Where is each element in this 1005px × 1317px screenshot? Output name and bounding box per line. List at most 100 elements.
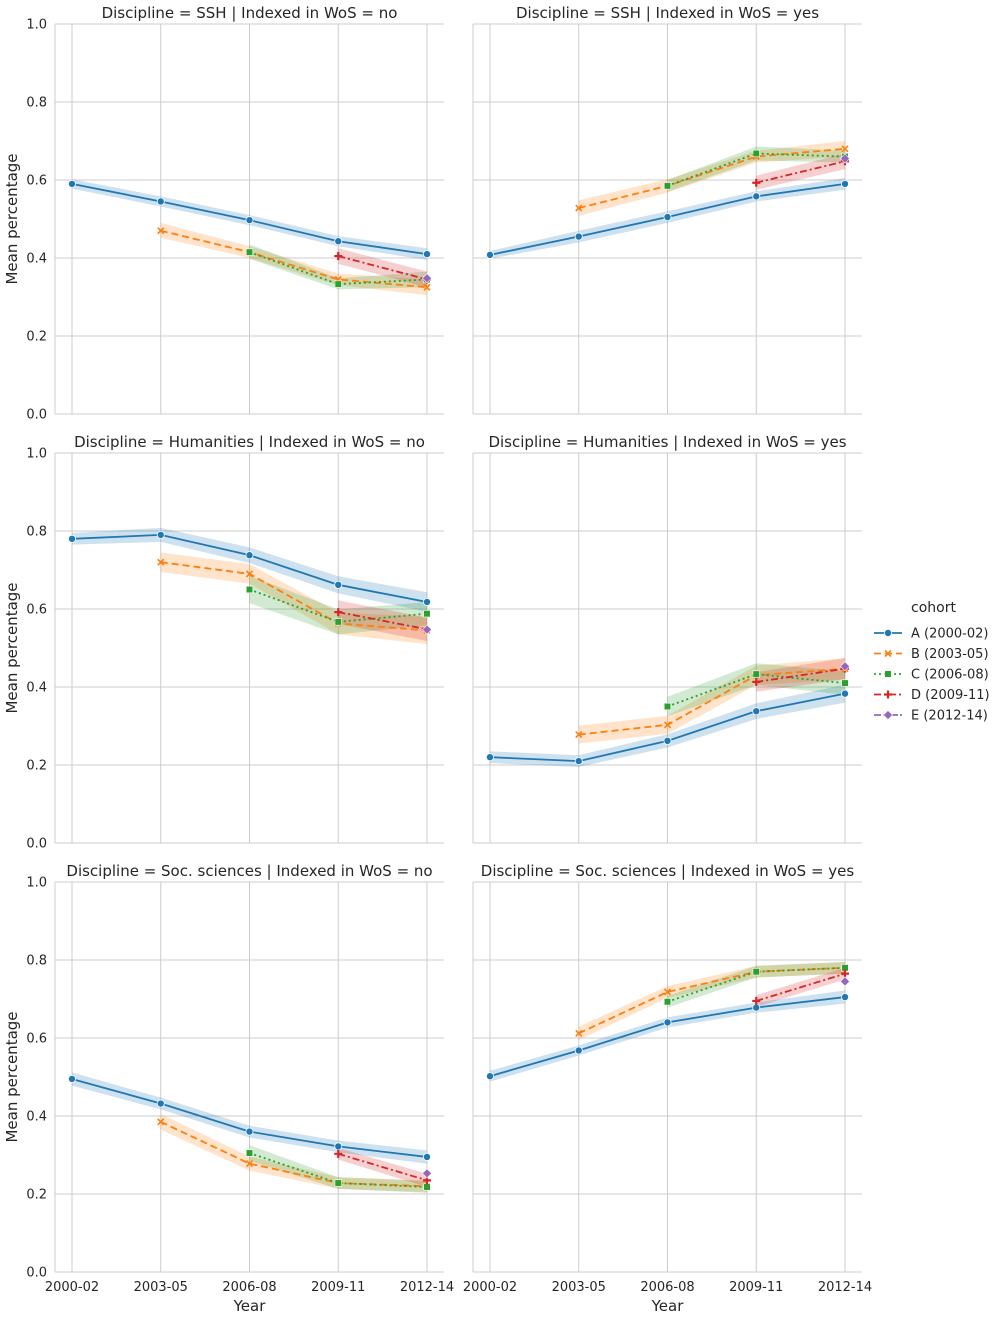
legend-marker: [884, 629, 893, 638]
series-line: [756, 160, 846, 184]
data-point: [839, 976, 851, 987]
x-tick-label: 2009-11: [729, 1280, 783, 1295]
data-point: [245, 1149, 254, 1157]
data-point: [574, 757, 583, 766]
data-point: [575, 1029, 583, 1037]
series-line: [338, 255, 428, 281]
data-point: [485, 250, 494, 259]
data-point: [663, 702, 672, 711]
ci-band: [72, 1072, 427, 1164]
x-tick-label: 2003-05: [134, 1280, 188, 1295]
panel-title: Discipline = Humanities | Indexed in WoS…: [74, 433, 425, 451]
data-point: [245, 1127, 254, 1136]
data-point: [752, 178, 761, 187]
panel-2: Discipline = SSH | Indexed in WoS = yes: [472, 4, 862, 415]
panel-6: Discipline = Soc. sciences | Indexed in …: [463, 862, 872, 1315]
data-point: [334, 1149, 343, 1158]
ci-band: [490, 684, 845, 767]
legend-marker: [882, 709, 894, 721]
y-tick-label: 0.2: [26, 330, 47, 345]
data-point: [575, 204, 583, 212]
data-point: [245, 216, 254, 225]
data-point: [663, 182, 672, 190]
ci-band: [160, 552, 427, 645]
data-point: [423, 283, 431, 291]
y-tick-label: 0.0: [26, 408, 47, 423]
data-point: [841, 679, 849, 687]
data-point: [245, 585, 254, 594]
x-axis-label: Year: [651, 1297, 685, 1315]
data-point: [422, 1152, 431, 1161]
series-line: [160, 1121, 428, 1188]
data-point: [663, 721, 672, 729]
data-point: [156, 530, 165, 539]
y-tick-label: 1.0: [26, 447, 47, 462]
data-point: [841, 993, 850, 1002]
series-line: [337, 1152, 428, 1182]
y-tick-label: 0.8: [26, 954, 47, 969]
ci-band: [249, 1145, 427, 1193]
data-point: [841, 689, 850, 698]
data-point: [334, 252, 343, 261]
data-point: [334, 618, 342, 626]
ci-band: [249, 244, 427, 290]
y-tick-label: 0.4: [26, 681, 47, 696]
series-line: [578, 147, 846, 209]
data-point: [334, 1142, 343, 1151]
data-point: [485, 1072, 494, 1081]
ci-band: [667, 663, 845, 717]
data-point: [245, 1160, 254, 1168]
data-point: [752, 670, 760, 678]
panel-1: Discipline = SSH | Indexed in WoS = no 0.…: [3, 4, 444, 423]
series-line: [338, 611, 428, 631]
x-tick-label: 2000-02: [463, 1280, 517, 1295]
data-point: [663, 1018, 672, 1027]
legend-label: A (2000-02): [911, 627, 989, 642]
data-point: [575, 731, 583, 739]
data-point: [423, 1183, 431, 1191]
ci-band: [490, 990, 845, 1082]
data-point: [752, 677, 761, 686]
legend-marker: [884, 690, 892, 699]
x-tick-label: 2003-05: [552, 1280, 606, 1295]
data-point: [423, 610, 431, 618]
panel-title: Discipline = Soc. sciences | Indexed in …: [481, 862, 855, 880]
y-tick-label: 0.0: [26, 837, 47, 852]
y-tick-label: 1.0: [26, 876, 47, 891]
data-point: [245, 570, 254, 578]
legend-item: A (2000-02): [874, 627, 989, 642]
data-point: [334, 280, 342, 288]
series-line: [667, 966, 846, 1003]
data-point: [68, 534, 77, 543]
y-axis-label: Mean percentage: [3, 582, 21, 713]
data-point: [663, 998, 672, 1006]
series-line: [755, 972, 846, 1002]
ci-band: [756, 658, 845, 692]
data-point: [157, 227, 165, 235]
data-point: [68, 1074, 77, 1083]
data-point: [245, 551, 254, 560]
data-point: [752, 192, 761, 201]
data-point: [157, 558, 165, 566]
series-line: [578, 966, 846, 1035]
data-point: [752, 996, 761, 1005]
data-point: [334, 580, 343, 589]
y-tick-label: 0.4: [26, 252, 47, 267]
ci-band: [160, 1114, 427, 1193]
data-point: [422, 250, 431, 259]
y-tick-label: 0.6: [26, 174, 47, 189]
legend-marker: [884, 670, 892, 678]
data-point: [485, 753, 494, 762]
x-axis-label: Year: [233, 1297, 267, 1315]
y-tick-label: 0.4: [26, 1110, 47, 1125]
data-point: [334, 1179, 342, 1187]
y-tick-label: 0.8: [26, 96, 47, 111]
data-point: [421, 1168, 433, 1179]
data-point: [663, 988, 672, 996]
panel-title: Discipline = SSH | Indexed in WoS = yes: [516, 4, 819, 22]
data-point: [841, 145, 849, 153]
ci-band: [72, 527, 427, 612]
legend-label: D (2009-11): [911, 688, 990, 703]
series-line: [578, 667, 846, 736]
